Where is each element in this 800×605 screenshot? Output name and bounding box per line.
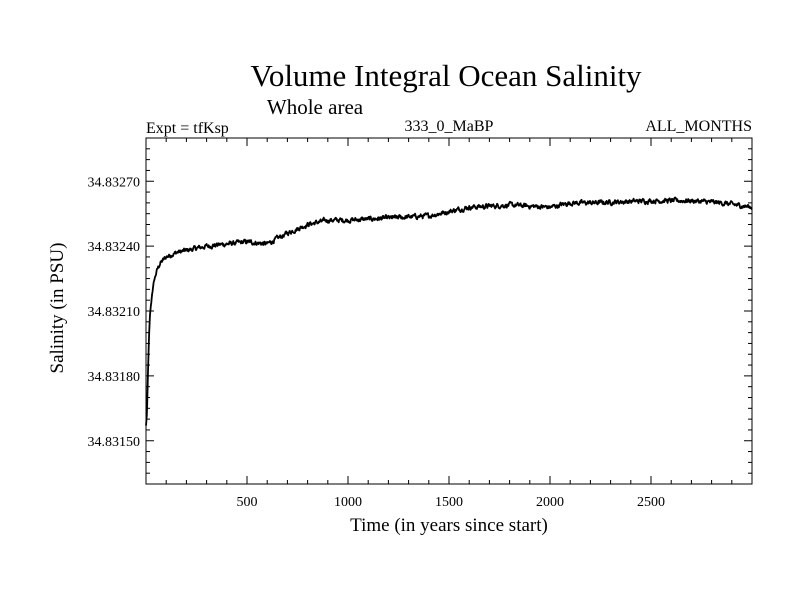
y-tick-label: 34.83150 [88, 435, 141, 450]
y-tick-label: 34.83210 [88, 305, 141, 320]
x-tick-label: 1000 [334, 495, 362, 510]
x-tick-label: 2000 [536, 495, 564, 510]
x-tick-label: 2500 [637, 495, 665, 510]
chart-subtitle: Whole area [267, 95, 364, 119]
tick-labels: 500 1000 1500 2000 2500 34.83150 34.83180 34.83… [88, 175, 666, 510]
x-axis-label: Time (in years since start) [350, 515, 548, 536]
months-label: ALL_MONTHS [645, 118, 752, 135]
y-tick-label: 34.83240 [88, 240, 141, 255]
chart-title: Volume Integral Ocean Salinity [250, 58, 642, 93]
salinity-series-line [145, 196, 753, 426]
experiment-label: Expt = tfKsp [146, 120, 229, 137]
x-tick-label: 500 [237, 495, 258, 510]
plot-frame [145, 137, 753, 485]
x-tick-label: 1500 [435, 495, 463, 510]
y-tick-label: 34.83270 [88, 175, 141, 190]
y-axis-label: Salinity (in PSU) [47, 243, 68, 374]
run-label: 333_0_MaBP [405, 118, 494, 135]
y-tick-label: 34.83180 [88, 370, 141, 385]
axis-ticks [146, 138, 752, 484]
